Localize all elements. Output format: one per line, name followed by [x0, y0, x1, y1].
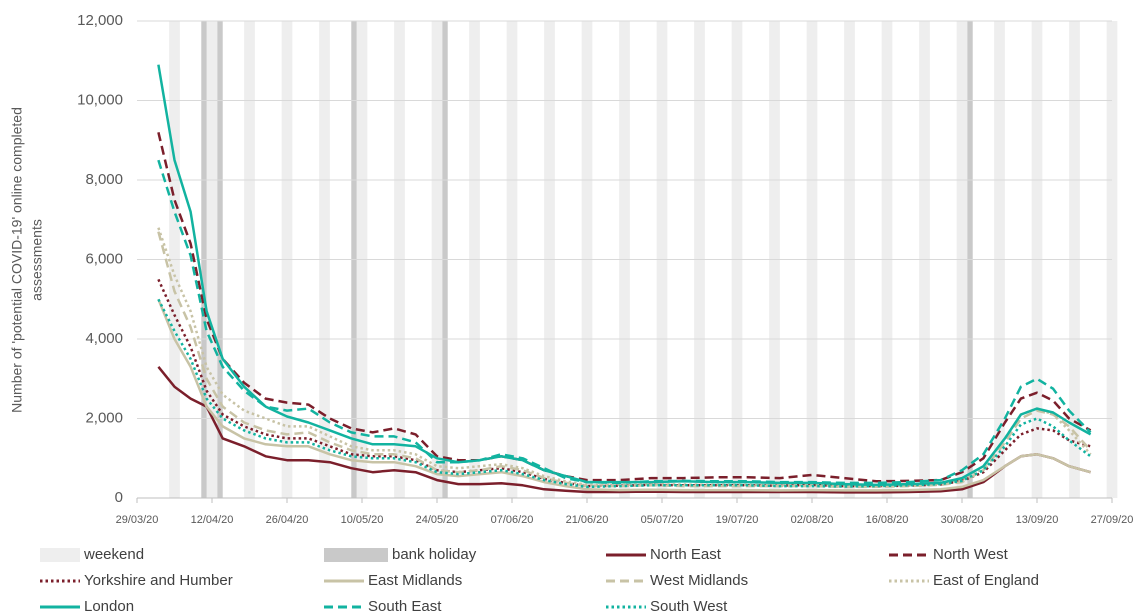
x-tick-label: 29/03/20	[116, 514, 159, 526]
y-axis-label: assessments	[29, 219, 45, 301]
legend-swatch	[324, 548, 388, 562]
series-line	[157, 227, 1092, 488]
series-line	[157, 366, 1091, 494]
x-tick-label: 21/06/20	[566, 514, 609, 526]
legend-label: Yorkshire and Humber	[84, 572, 233, 589]
y-tick-label: 2,000	[85, 409, 123, 426]
x-tick-label: 30/08/20	[941, 514, 984, 526]
x-tick-label: 24/05/20	[416, 514, 459, 526]
legend-label: North East	[650, 546, 722, 563]
y-axis-label: Number of 'potential COVID-19' online co…	[9, 107, 25, 413]
y-tick-label: 0	[115, 489, 123, 506]
x-tick-label: 27/09/20	[1091, 514, 1134, 526]
x-tick-label: 07/06/20	[491, 514, 534, 526]
x-tick-label: 19/07/20	[716, 514, 759, 526]
legend-label: South West	[650, 598, 728, 615]
series-line	[157, 298, 1092, 489]
legend-label: East Midlands	[368, 572, 462, 589]
y-tick-label: 4,000	[85, 330, 123, 347]
x-tick-label: 02/08/20	[791, 514, 834, 526]
y-tick-label: 6,000	[85, 250, 123, 267]
y-tick-label: 8,000	[85, 171, 123, 188]
legend-label: West Midlands	[650, 572, 748, 589]
legend-label: South East	[368, 598, 442, 615]
legend-label: London	[84, 598, 134, 615]
y-tick-label: 10,000	[77, 91, 123, 108]
x-tick-label: 12/04/20	[191, 514, 234, 526]
legend-swatch	[40, 548, 80, 562]
x-tick-label: 26/04/20	[266, 514, 309, 526]
x-tick-label: 05/07/20	[641, 514, 684, 526]
legend-label: weekend	[83, 546, 144, 563]
legend-label: North West	[933, 546, 1009, 563]
x-tick-label: 16/08/20	[866, 514, 909, 526]
series-line	[157, 298, 1091, 492]
x-tick-label: 13/09/20	[1016, 514, 1059, 526]
series-line	[157, 64, 1092, 487]
y-tick-label: 12,000	[77, 12, 123, 29]
legend-label: East of England	[933, 572, 1039, 589]
x-tick-label: 10/05/20	[341, 514, 384, 526]
legend-label: bank holiday	[392, 546, 477, 563]
